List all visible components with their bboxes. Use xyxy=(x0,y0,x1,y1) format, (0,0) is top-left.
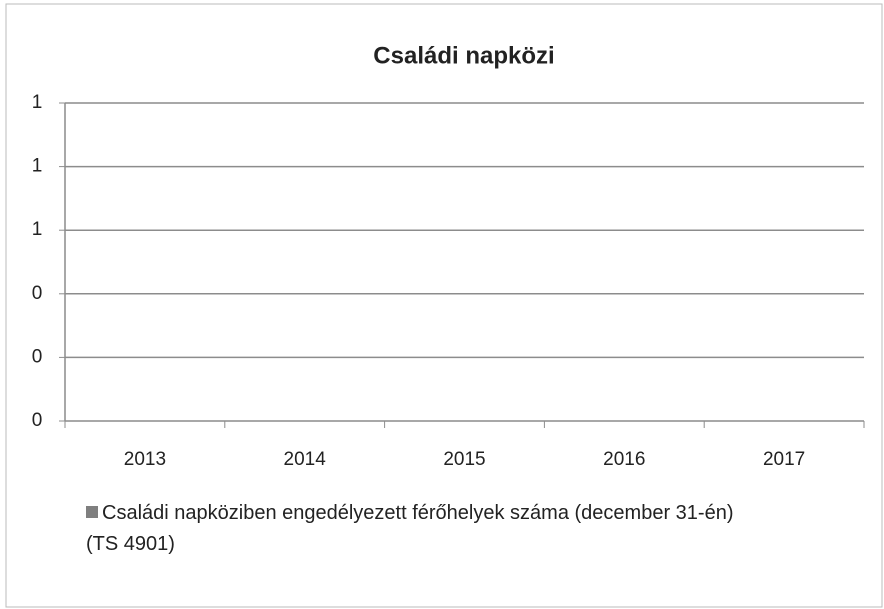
y-tick-label: 1 xyxy=(32,219,43,240)
chart-border xyxy=(5,3,883,608)
legend-swatch xyxy=(86,506,98,518)
legend-label: Családi napköziben engedélyezett férőhel… xyxy=(86,502,734,555)
x-tick-label: 2016 xyxy=(603,449,645,470)
x-tick-label: 2014 xyxy=(284,449,327,470)
y-tick-label: 1 xyxy=(32,92,43,113)
y-tick-label: 1 xyxy=(32,156,43,177)
x-tick-label: 2015 xyxy=(443,449,485,470)
chart-title: Családi napközi xyxy=(373,42,554,69)
legend: Családi napköziben engedélyezett férőhel… xyxy=(86,498,846,560)
y-tick-label: 0 xyxy=(32,410,43,431)
x-tick-label: 2017 xyxy=(763,449,805,470)
y-tick-label: 0 xyxy=(32,283,43,304)
x-tick-label: 2013 xyxy=(124,449,166,470)
y-tick-label: 0 xyxy=(32,346,43,367)
